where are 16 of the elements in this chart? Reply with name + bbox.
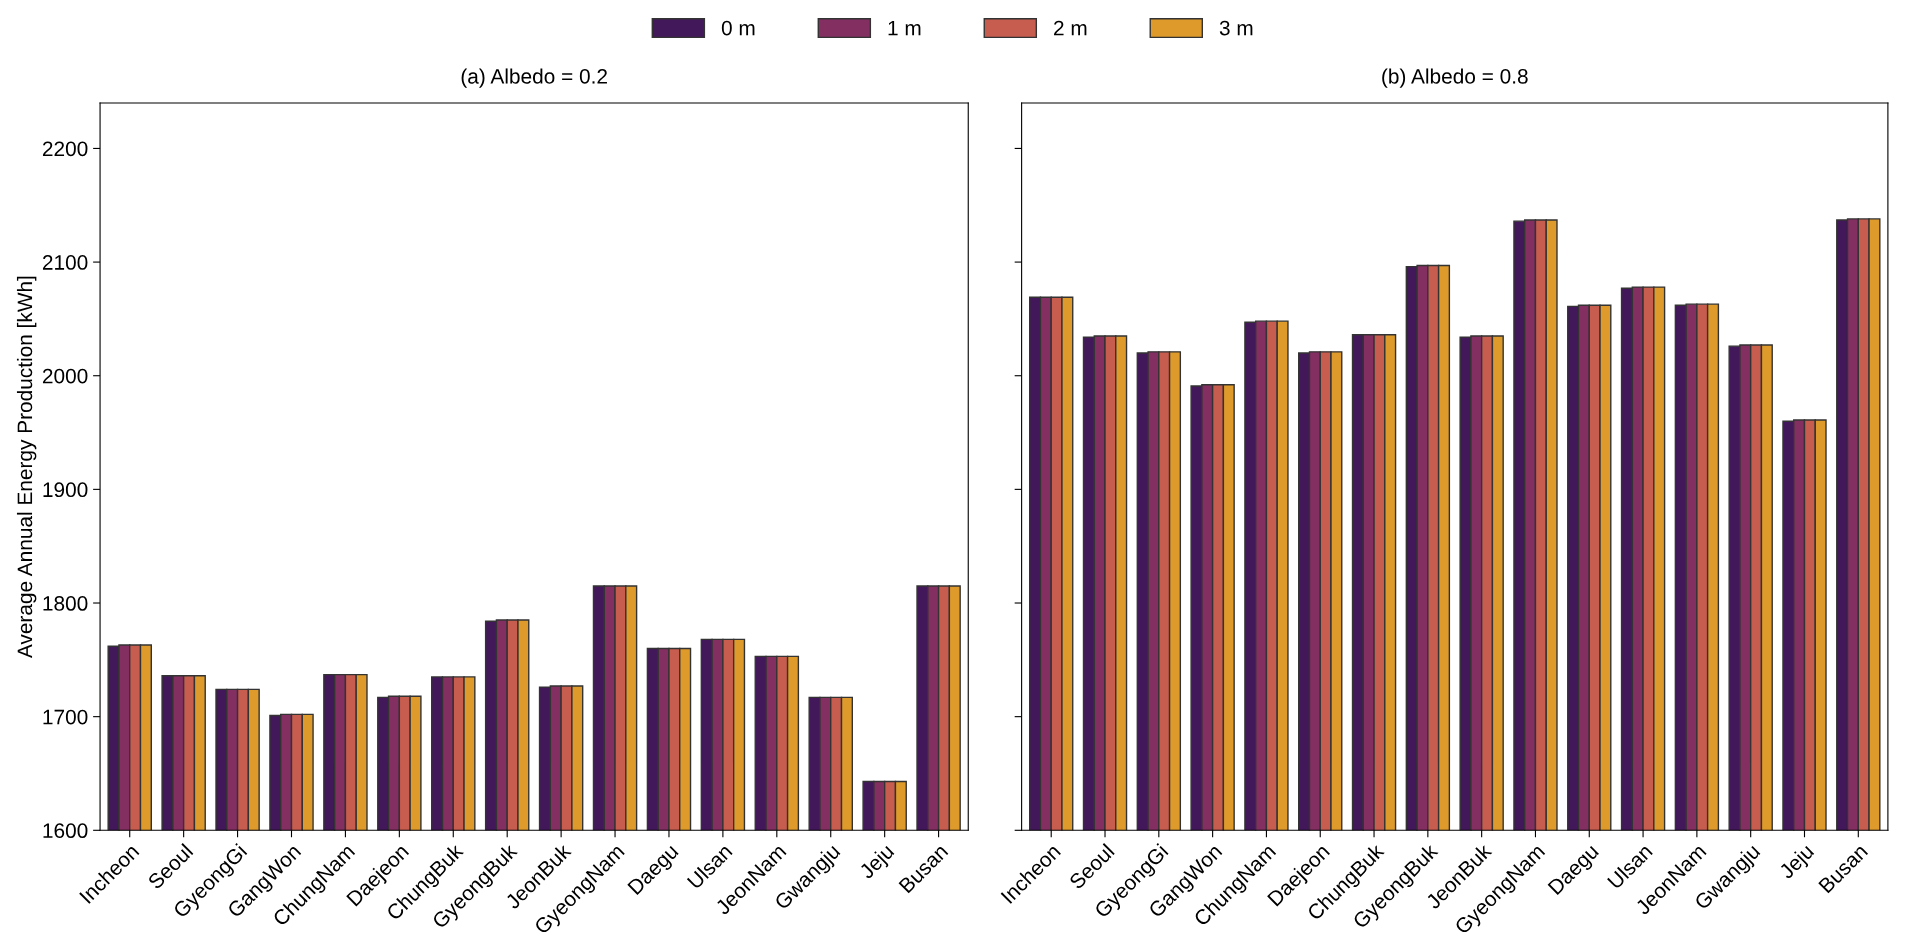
y-tick-label: 2000: [42, 368, 88, 384]
x-tick-label: Jeju: [857, 843, 898, 883]
y-axis-title: Average Annual Energy Production [kWh]: [16, 276, 37, 659]
y-tick-label: 2200: [42, 141, 88, 157]
legend-label: 3 m: [1219, 20, 1253, 36]
x-tick-label: Jeju: [1777, 843, 1818, 883]
chart-title: (b) Albedo = 0.8: [1382, 68, 1528, 88]
y-tick-label: 1700: [43, 709, 88, 725]
y-tick-label: 2100: [42, 255, 88, 270]
legend-label: 0 m: [721, 20, 755, 36]
legend-label: 1 m: [888, 20, 921, 36]
chart-title: (a) Albedo = 0.2: [461, 68, 607, 88]
legend-label: 2 m: [1054, 20, 1087, 36]
y-tick-label: 1900: [43, 482, 88, 498]
y-tick-label: 1600: [43, 823, 88, 839]
y-tick-label: 1800: [43, 596, 88, 611]
